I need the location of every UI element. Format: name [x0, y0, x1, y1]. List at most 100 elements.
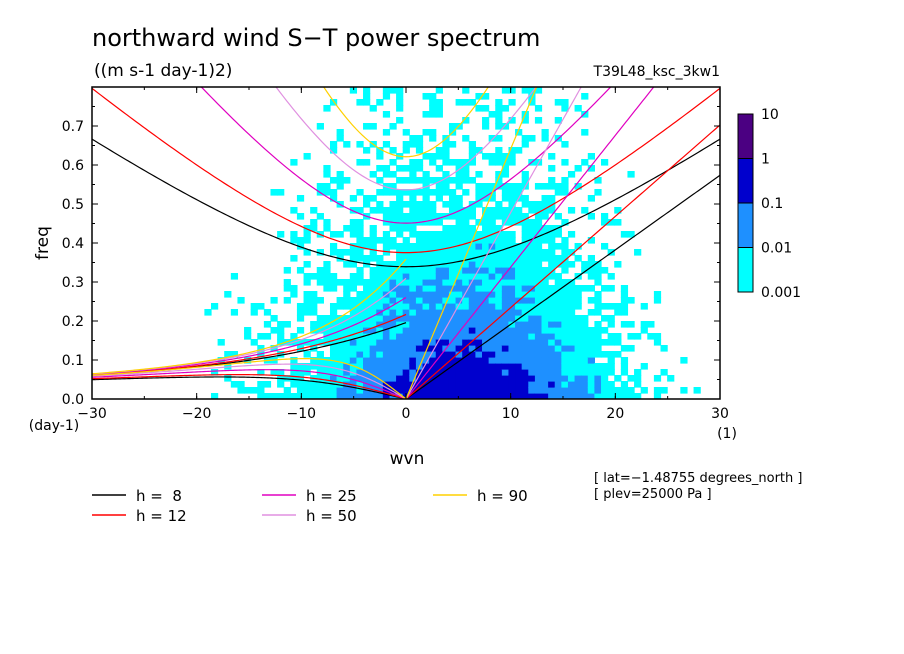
heatmap-cell — [495, 207, 503, 214]
dispersion-curve-h90 — [92, 258, 407, 375]
heatmap-cell — [369, 123, 377, 130]
heatmap-cell — [475, 369, 483, 376]
heatmap-cell — [567, 357, 576, 364]
heatmap-cell — [567, 351, 576, 358]
heatmap-cell — [554, 315, 562, 322]
heatmap-cell — [402, 189, 410, 196]
heatmap-cell — [415, 147, 424, 154]
heatmap-cell — [541, 393, 549, 399]
heatmap-cell — [534, 273, 543, 280]
heatmap-cell — [548, 309, 556, 316]
heatmap-cell — [567, 327, 576, 334]
heatmap-cell — [376, 321, 384, 328]
heatmap-cell — [627, 321, 635, 328]
heatmap-cell — [541, 315, 549, 322]
heatmap-cell — [468, 141, 477, 148]
heatmap-cell — [521, 333, 529, 340]
heatmap-cell — [601, 393, 609, 399]
heatmap-cell — [620, 321, 629, 328]
heatmap-cell — [627, 297, 635, 304]
heatmap-cell — [534, 231, 543, 238]
heatmap-cell — [363, 201, 371, 208]
heatmap-cell — [448, 303, 457, 310]
heatmap-cell — [323, 261, 331, 268]
heatmap-cell — [495, 345, 503, 352]
heatmap-cell — [382, 279, 391, 286]
heatmap-cell — [369, 351, 377, 358]
heatmap-cell — [528, 231, 536, 238]
heatmap-cell — [462, 327, 470, 334]
heatmap-cell — [534, 291, 543, 298]
heatmap-cell — [356, 339, 364, 346]
heatmap-cell — [442, 315, 450, 322]
heatmap-cell — [435, 165, 443, 172]
heatmap-cell — [515, 255, 523, 262]
heatmap-cell — [594, 375, 602, 382]
heatmap-cell — [455, 243, 463, 250]
heatmap-cell — [429, 99, 437, 106]
heatmap-cell — [389, 279, 397, 286]
heatmap-cell — [369, 225, 377, 232]
heatmap-cell — [429, 345, 437, 352]
heatmap-cell — [468, 177, 477, 184]
heatmap-cell — [257, 387, 265, 394]
heatmap-cell — [323, 375, 331, 382]
heatmap-cell — [554, 297, 562, 304]
heatmap-cell — [409, 375, 417, 382]
y-tick-label: 0.4 — [62, 236, 84, 252]
heatmap-cell — [528, 201, 536, 208]
heatmap-cell — [448, 321, 457, 328]
heatmap-cell — [561, 315, 569, 322]
heatmap-cell — [528, 87, 536, 94]
heatmap-cell — [601, 213, 609, 220]
heatmap-cell — [356, 357, 364, 364]
heatmap-cell — [349, 333, 358, 340]
heatmap-cell — [455, 309, 463, 316]
heatmap-cell — [316, 387, 324, 394]
heatmap-cell — [448, 315, 457, 322]
heatmap-cell — [356, 249, 364, 256]
heatmap-cell — [422, 171, 430, 178]
heatmap-cell — [283, 387, 291, 394]
heatmap-cell — [521, 393, 529, 399]
heatmap-cell — [607, 369, 615, 376]
heatmap-cell — [614, 219, 622, 226]
heatmap-cell — [574, 369, 582, 376]
heatmap-cell — [501, 243, 510, 250]
heatmap-cell — [290, 291, 298, 298]
heatmap-cell — [409, 231, 417, 238]
heatmap-cell — [376, 369, 384, 376]
heatmap-cell — [561, 375, 569, 382]
heatmap-cell — [382, 249, 391, 256]
heatmap-cell — [587, 369, 595, 376]
heatmap-cell — [448, 393, 457, 399]
heatmap-cell — [442, 375, 450, 382]
heatmap-cell — [389, 291, 397, 298]
heatmap-cell — [396, 279, 404, 286]
heatmap-cell — [475, 381, 483, 388]
heatmap-cell — [488, 393, 496, 399]
heatmap-cell — [567, 363, 576, 370]
heatmap-cell — [620, 381, 629, 388]
heatmap-cell — [356, 273, 364, 280]
heatmap-cell — [548, 165, 556, 172]
heatmap-cell — [283, 393, 291, 399]
heatmap-cell — [389, 243, 397, 250]
heatmap-cell — [257, 303, 265, 310]
heatmap-cell — [382, 141, 391, 148]
heatmap-cell — [435, 243, 443, 250]
heatmap-cell — [303, 249, 311, 256]
heatmap-cell — [356, 351, 364, 358]
heatmap-cell — [290, 207, 298, 214]
heatmap-cell — [455, 231, 463, 238]
heatmap-cell — [316, 351, 324, 358]
y-axis-ticks: 0.00.10.20.30.40.50.60.7 — [62, 106, 720, 408]
heatmap-cell — [389, 375, 397, 382]
heatmap-cell — [303, 291, 311, 298]
heatmap-cell — [574, 339, 582, 346]
heatmap-cell — [534, 213, 543, 220]
heatmap-cell — [508, 333, 516, 340]
heatmap-cell — [429, 363, 437, 370]
heatmap-cell — [415, 393, 424, 399]
heatmap-cell — [581, 345, 589, 352]
